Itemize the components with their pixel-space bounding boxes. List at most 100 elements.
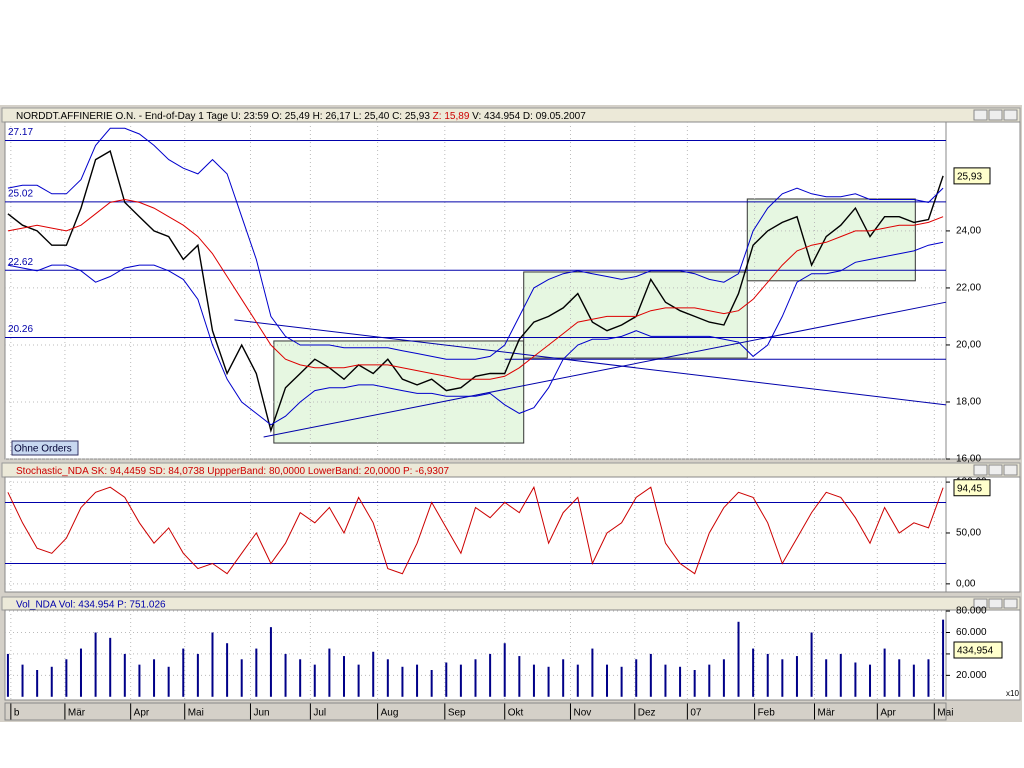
window-button[interactable] <box>988 109 1003 121</box>
last-value-box <box>953 641 1003 659</box>
window-button[interactable] <box>1003 598 1018 609</box>
volume-bar <box>737 621 740 697</box>
volume-bar <box>226 643 229 697</box>
series-line <box>7 198 944 380</box>
volume-bar <box>459 664 462 697</box>
volume-bar <box>196 653 199 697</box>
volume-bar <box>401 666 404 697</box>
volume-bar <box>752 648 755 697</box>
x-tick-label: Mai <box>188 708 204 719</box>
header-part: V: 434.954 D: 09.05.2007 <box>469 111 586 122</box>
volume-bar <box>649 653 652 697</box>
panel-header-text: NORDDT.AFFINERIE O.N. - End-of-Day 1 Tag… <box>16 111 586 122</box>
y-tick-label: 20.000 <box>956 670 987 681</box>
volume-bar <box>79 648 82 697</box>
volume-bar <box>503 643 506 697</box>
x-axis-bar <box>4 702 947 721</box>
x-tick-label: Nov <box>573 708 591 719</box>
y-tick-label: 50,00 <box>956 528 981 539</box>
volume-bar <box>839 653 842 697</box>
x-tick-label: Jun <box>253 708 269 719</box>
volume-bar <box>255 648 258 697</box>
level-label: 27.17 <box>8 127 33 138</box>
volume-bar <box>825 659 828 697</box>
volume-bar <box>810 632 813 697</box>
toggle-button-label[interactable]: Ohne Orders <box>14 444 72 455</box>
volume-bar <box>386 659 389 697</box>
volume-bar <box>664 664 667 697</box>
y-tick-label: 60.000 <box>956 627 987 638</box>
last-value-label: 25,93 <box>957 172 982 183</box>
x-tick-label: Apr <box>134 708 150 719</box>
volume-bar <box>883 648 886 697</box>
volume-bar <box>328 648 331 697</box>
series-line <box>7 485 944 575</box>
header-part: NORDDT.AFFINERIE O.N. - End-of-Day 1 Tag… <box>16 111 430 122</box>
volume-bar <box>942 619 945 697</box>
y-tick-label: 80.000 <box>956 606 987 617</box>
volume-bar <box>50 666 53 697</box>
window-button[interactable] <box>973 464 988 476</box>
volume-bar <box>766 653 769 697</box>
plot-area <box>4 476 947 593</box>
y-tick-label: 0,00 <box>956 578 976 589</box>
window-button[interactable] <box>988 598 1003 609</box>
volume-bar <box>357 664 360 697</box>
volume-bar <box>693 670 696 697</box>
header-part: Z: 15,89 <box>430 111 470 122</box>
y-tick-label: 24,00 <box>956 226 981 237</box>
last-value-label: 434,954 <box>957 646 994 657</box>
window-button[interactable] <box>1003 109 1018 121</box>
x-tick-label: Okt <box>508 708 524 719</box>
volume-bar <box>269 627 272 697</box>
toggle-button[interactable] <box>11 440 79 456</box>
window-button[interactable] <box>973 598 988 609</box>
window-button[interactable] <box>973 109 988 121</box>
series-line <box>7 150 944 433</box>
volume-bar <box>927 659 930 697</box>
volume-bar <box>898 659 901 697</box>
level-label: 20.26 <box>8 324 33 335</box>
volume-bar <box>547 666 550 697</box>
volume-bar <box>474 659 477 697</box>
volume-bar <box>167 666 170 697</box>
volume-bar <box>153 659 156 697</box>
volume-bar <box>138 664 141 697</box>
volume-bar <box>869 664 872 697</box>
series-line <box>7 127 944 360</box>
x-tick-label: b <box>14 708 20 719</box>
volume-bar <box>94 632 97 697</box>
series-line <box>7 241 944 426</box>
last-value-box <box>953 167 991 185</box>
header-part: Stochastic_NDA SK: 94,4459 SD: 84,0738 U… <box>16 466 450 477</box>
volume-bar <box>445 662 448 697</box>
x-tick-label: Dez <box>638 708 656 719</box>
volume-bar <box>240 659 243 697</box>
volume-bar <box>416 664 419 697</box>
volume-bar <box>284 653 287 697</box>
x-tick-label: Mär <box>68 708 86 719</box>
window-button[interactable] <box>1003 464 1018 476</box>
window-button[interactable] <box>988 464 1003 476</box>
level-label: 22.62 <box>8 257 33 268</box>
level-label: 25.02 <box>8 188 33 199</box>
y-tick-label: 18,00 <box>956 397 981 408</box>
volume-bar <box>123 653 126 697</box>
volume-bar <box>313 664 316 697</box>
volume-bar <box>36 670 39 697</box>
volume-bar <box>708 664 711 697</box>
y-tick-label: 16,00 <box>956 454 981 465</box>
x-tick-label: Sep <box>448 708 466 719</box>
trend-line <box>234 319 947 406</box>
volume-bar <box>518 656 521 697</box>
volume-bar <box>21 664 24 697</box>
x-tick-label: 07 <box>690 708 702 719</box>
volume-bar <box>722 659 725 697</box>
volume-bar <box>299 659 302 697</box>
last-value-label: 94,45 <box>957 483 982 494</box>
volume-bar <box>430 670 433 697</box>
trend-line <box>263 301 947 438</box>
panel-header-text: Vol_NDA Vol: 434.954 P: 751.026 <box>16 599 166 610</box>
y-tick-label: 22,00 <box>956 283 981 294</box>
